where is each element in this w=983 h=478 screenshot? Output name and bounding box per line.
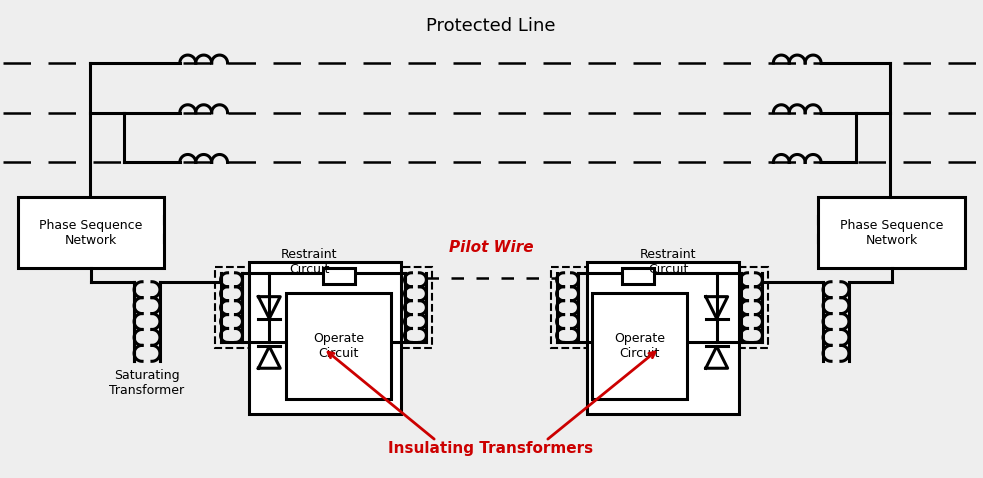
FancyBboxPatch shape	[250, 262, 400, 414]
Text: Phase Sequence
Network: Phase Sequence Network	[39, 218, 143, 247]
FancyBboxPatch shape	[323, 268, 355, 284]
FancyBboxPatch shape	[593, 293, 687, 399]
Text: Pilot Wire: Pilot Wire	[448, 240, 534, 255]
FancyBboxPatch shape	[818, 197, 965, 268]
Text: Restraint
Circuit: Restraint Circuit	[640, 248, 696, 276]
Text: Protected Line: Protected Line	[427, 17, 555, 35]
FancyBboxPatch shape	[622, 268, 654, 284]
Text: Saturating
Transformer: Saturating Transformer	[109, 369, 185, 397]
FancyBboxPatch shape	[588, 262, 738, 414]
Text: Insulating Transformers: Insulating Transformers	[388, 441, 594, 456]
Text: Operate
Circuit: Operate Circuit	[614, 332, 665, 360]
FancyBboxPatch shape	[286, 293, 390, 399]
Text: Restraint
Circuit: Restraint Circuit	[281, 248, 337, 276]
Text: Phase Sequence
Network: Phase Sequence Network	[839, 218, 944, 247]
FancyBboxPatch shape	[18, 197, 164, 268]
Text: Operate
Circuit: Operate Circuit	[313, 332, 364, 360]
